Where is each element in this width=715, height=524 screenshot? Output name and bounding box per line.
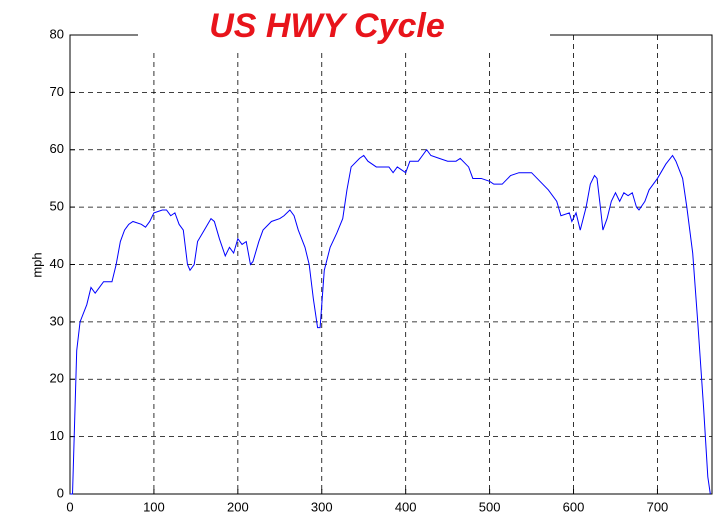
title-background	[138, 10, 550, 50]
y-tick-label: 20	[50, 371, 64, 386]
x-tick-label: 100	[143, 499, 165, 514]
data-line	[70, 148, 711, 495]
y-tick-label: 40	[50, 256, 64, 271]
plot-frame	[69, 34, 713, 495]
x-tick-label: 300	[311, 499, 333, 514]
y-tick-label: 80	[50, 26, 64, 41]
x-tick-label: 500	[479, 499, 501, 514]
y-tick-label: 10	[50, 428, 64, 443]
y-tick-label: 50	[50, 199, 64, 214]
y-tick-label: 60	[50, 141, 64, 156]
x-tick-label: 400	[395, 499, 417, 514]
y-tick-label: 70	[50, 84, 64, 99]
x-tick-label: 0	[66, 499, 73, 514]
y-tick-label: 0	[57, 485, 64, 500]
chart-title: US HWY Cycle	[209, 7, 445, 45]
y-tick-label: 30	[50, 313, 64, 328]
x-tick-label: 600	[563, 499, 585, 514]
x-tick-label: 700	[647, 499, 669, 514]
y-axis-label: mph	[29, 252, 44, 277]
x-tick-label: 200	[227, 499, 249, 514]
